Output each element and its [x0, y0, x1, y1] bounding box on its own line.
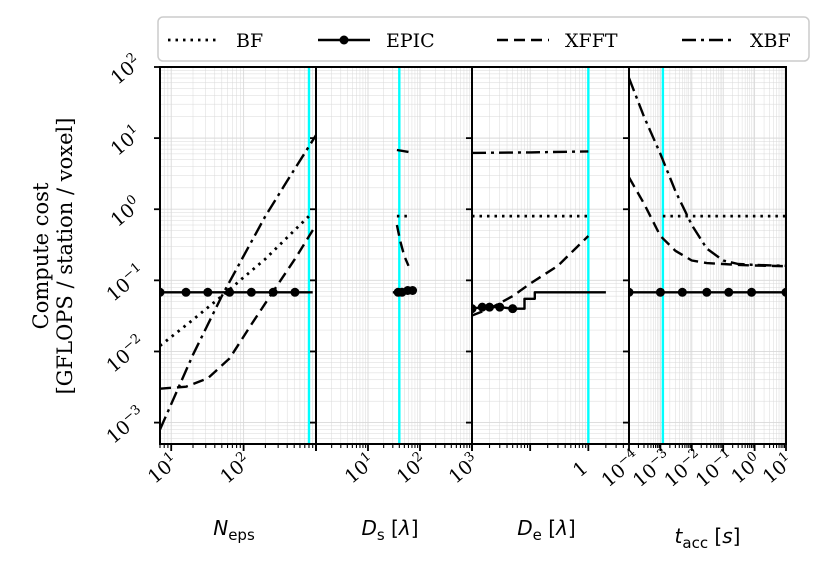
legend-entry-xfft: XFFT [497, 30, 618, 52]
data-point-epic [485, 302, 495, 312]
legend-label-xbf: XBF [750, 30, 791, 52]
data-point-epic [724, 287, 734, 297]
y-tick-label: 10−3 [101, 402, 150, 448]
data-point-epic [629, 287, 634, 297]
y-axis-ticks: 10−3 10−2 10−1 100 101 102 [101, 50, 150, 448]
x-tick-text: 101 [339, 449, 379, 488]
data-point-epic [495, 302, 505, 312]
legend-label-epic: EPIC [386, 30, 435, 52]
data-point-epic [181, 287, 191, 297]
data-point-epic [477, 302, 487, 312]
panel-grid [471, 66, 630, 445]
legend-entry-epic: EPIC [318, 30, 435, 52]
panel-grid [628, 66, 787, 445]
legend: BF EPIC XFFT XBF [157, 16, 810, 62]
x-tick-label: 103 [443, 449, 483, 488]
data-point-epic [160, 287, 165, 297]
y-tick-text: 10−3 [101, 402, 150, 448]
y-tick-text: 101 [105, 121, 145, 160]
data-point-epic [655, 287, 665, 297]
panel-3: 1 De [λ] [466, 66, 630, 544]
x-axis-label-panel-3: De [λ] [517, 516, 575, 544]
panel-2: 101 102 103 Ds [λ] [310, 66, 483, 544]
y-tick-label: 10−2 [101, 331, 150, 377]
data-point-epic [702, 287, 712, 297]
data-point-epic [781, 287, 786, 297]
y-tick-label: 10−1 [101, 260, 150, 306]
data-point-epic [677, 287, 687, 297]
series-line-xbf [396, 148, 409, 154]
x-axis-label-panel-1: Neps [213, 516, 255, 544]
data-point-epic [290, 287, 300, 297]
series-line-bf [160, 215, 310, 347]
x-tick-label: 102 [391, 449, 431, 488]
data-point-epic [246, 287, 256, 297]
y-tick-text: 10−2 [101, 331, 150, 377]
y-axis-label: Compute cost [GFLOPS / station / voxel] [29, 118, 77, 395]
data-point-epic [203, 287, 213, 297]
data-point-epic [268, 287, 278, 297]
x-axis-label-panel-2: Ds [λ] [361, 516, 418, 544]
x-axis-label-panel-4: tacc [s] [675, 524, 741, 552]
series-line-xbf [160, 134, 316, 430]
series-line-xbf [629, 77, 786, 267]
series-line-xbf [472, 150, 589, 155]
x-tick-label: 101 [339, 449, 379, 488]
x-tick-label: 100 [726, 449, 766, 488]
legend-label-bf: BF [236, 30, 263, 52]
x-tick-text: 102 [215, 449, 255, 488]
x-tick-text: 103 [443, 449, 483, 488]
data-point-epic [747, 287, 757, 297]
data-point-epic [225, 287, 235, 297]
y-axis-label-line1: Compute cost [29, 182, 53, 329]
panel-frame [315, 66, 473, 445]
x-tick-label: 101 [143, 449, 183, 488]
panel-1: 101 102 Neps [143, 66, 317, 544]
legend-entry-xbf: XBF [682, 30, 791, 52]
x-tick-text: 101 [143, 449, 183, 488]
x-tick-label: 102 [215, 449, 255, 488]
panel-grid [315, 66, 473, 445]
y-tick-label: 101 [105, 121, 145, 160]
panel-frame [471, 66, 630, 445]
y-tick-text: 102 [105, 50, 145, 89]
y-tick-text: 10−1 [101, 260, 150, 306]
legend-marker [339, 35, 349, 45]
y-tick-label: 100 [105, 192, 145, 231]
y-tick-label: 102 [105, 50, 145, 89]
legend-entry-bf: BF [168, 30, 263, 52]
x-tick-label: 1 [569, 457, 592, 482]
x-tick-text: 1 [569, 457, 592, 482]
series-line-xfft [395, 224, 410, 267]
data-point-epic [508, 304, 518, 314]
x-tick-text: 101 [757, 449, 797, 488]
series-line-xfft [629, 176, 786, 268]
x-tick-label: 101 [757, 449, 797, 488]
series-line-xfft [160, 224, 316, 390]
data-point-epic [472, 304, 477, 314]
y-axis-label-line2: [GFLOPS / station / voxel] [53, 118, 77, 395]
data-point-epic [408, 286, 418, 296]
panel-grid [159, 66, 317, 445]
legend-label-xfft: XFFT [565, 30, 618, 52]
legend-box [157, 16, 810, 62]
x-tick-text: 102 [391, 449, 431, 488]
x-tick-text: 100 [726, 449, 766, 488]
y-tick-text: 100 [105, 192, 145, 231]
panel-frame [628, 66, 787, 445]
